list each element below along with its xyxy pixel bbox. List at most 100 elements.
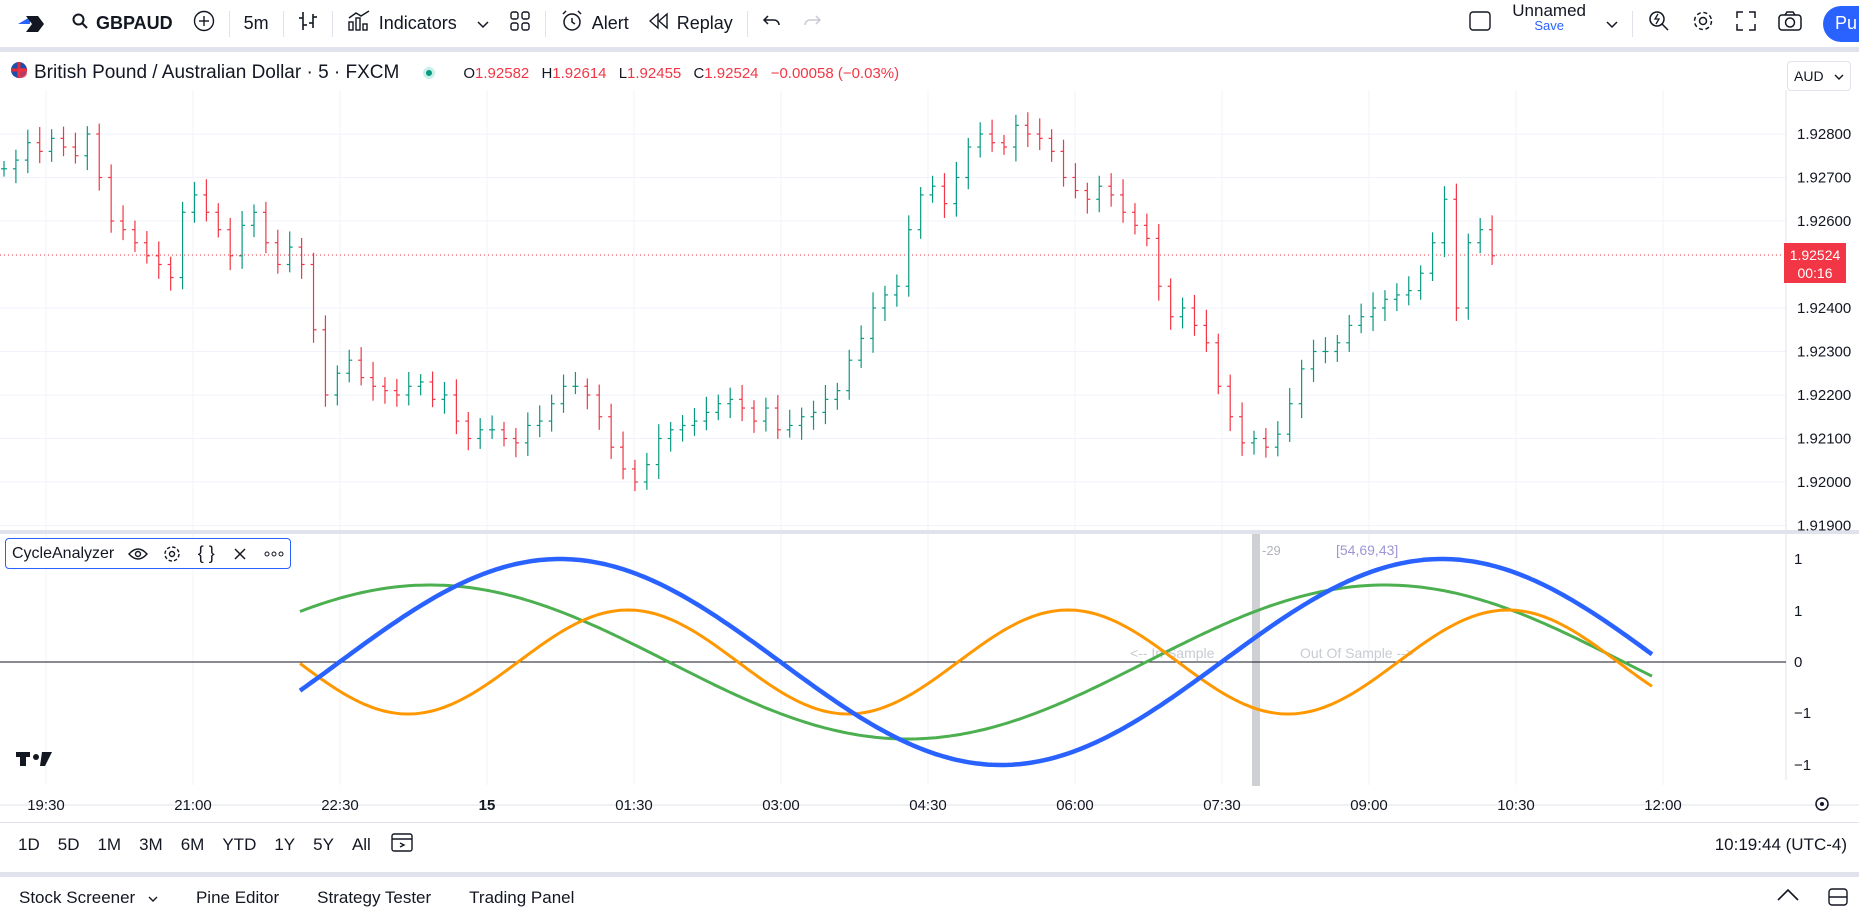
ohlc-bar xyxy=(108,164,115,233)
layout-dropdown[interactable] xyxy=(1596,2,1628,46)
divider xyxy=(544,10,546,37)
bar-countdown: 00:16 xyxy=(1797,265,1832,281)
ohlc-bar xyxy=(643,452,650,490)
ohlc-bar xyxy=(524,412,531,456)
range-button-1m[interactable]: 1M xyxy=(97,834,122,854)
close-label: C xyxy=(693,64,705,82)
ohlc-bar xyxy=(1203,309,1210,352)
chart-canvas[interactable]: 1.92800 1.92700 1.92600 1.92400 1.92300 1.922… xyxy=(0,52,1859,822)
range-button-ytd[interactable]: YTD xyxy=(222,834,257,854)
symbol-title[interactable]: British Pound / Australian Dollar · 5 · … xyxy=(34,62,400,83)
cycle-blue-line xyxy=(298,556,1654,768)
interval-button[interactable]: 5m xyxy=(243,13,269,33)
range-button-5d[interactable]: 5D xyxy=(57,834,80,854)
range-button-3m[interactable]: 3M xyxy=(139,834,163,854)
time-axis[interactable]: 19:30 21:00 22:30 15 01:30 03:00 04:30 06:00 07:… xyxy=(27,797,1682,814)
ohlc-bar xyxy=(262,201,269,254)
indicator-legend[interactable]: CycleAnalyzer { } xyxy=(5,538,292,569)
ohlc-bar xyxy=(1096,175,1103,213)
ohlc-bar xyxy=(846,349,853,400)
indicators-label: Indicators xyxy=(378,13,457,33)
gear-icon[interactable] xyxy=(162,544,182,564)
templates-button[interactable] xyxy=(499,2,541,46)
bars-chart-icon xyxy=(298,10,318,37)
market-status-dot[interactable] xyxy=(423,67,436,79)
publish-button[interactable]: Pu xyxy=(1823,5,1859,42)
save-link[interactable]: Save xyxy=(1534,18,1564,34)
price-tick-label: 1.92600 xyxy=(1797,213,1851,230)
symbol-label: GBPAUD xyxy=(96,13,173,33)
ohlc-bar xyxy=(405,371,412,406)
auto-scale-gear-icon[interactable] xyxy=(1815,797,1829,811)
source-code-icon[interactable]: { } xyxy=(197,543,215,563)
range-button-1y[interactable]: 1Y xyxy=(274,834,296,854)
ohlc-bar xyxy=(620,431,627,480)
high-value: 1.92614 xyxy=(552,64,607,82)
compare-symbol-button[interactable] xyxy=(183,2,225,46)
chevron-down-icon xyxy=(477,13,489,34)
ohlc-bar xyxy=(1167,278,1174,330)
snapshot-button[interactable] xyxy=(1767,2,1813,46)
divider xyxy=(331,10,333,37)
ohlc-bar xyxy=(1489,215,1496,265)
alarm-clock-icon xyxy=(560,9,584,38)
fullscreen-button[interactable] xyxy=(1725,2,1767,46)
ohlc-bar xyxy=(1036,118,1043,151)
ohlc-bar xyxy=(751,400,757,433)
search-icon xyxy=(72,13,88,34)
range-button-6m[interactable]: 6M xyxy=(180,834,205,854)
ohlc-bar xyxy=(24,129,31,174)
ohlc-bar xyxy=(1417,265,1424,300)
settings-button[interactable] xyxy=(1681,2,1725,46)
tab-strategy-tester[interactable]: Strategy Tester xyxy=(317,887,432,907)
ohlc-bar xyxy=(1239,402,1246,456)
price-axis[interactable]: 1.92800 1.92700 1.92600 1.92400 1.92300 1.922… xyxy=(1797,126,1851,535)
chevron-down-icon xyxy=(148,896,158,902)
ohlc-bar xyxy=(60,126,67,157)
maximize-panel-icon[interactable] xyxy=(1827,887,1849,912)
quick-search-button[interactable] xyxy=(1637,2,1681,46)
goto-date-icon[interactable] xyxy=(390,831,414,858)
indicators-dropdown[interactable] xyxy=(467,2,499,46)
tab-stock-screener[interactable]: Stock Screener xyxy=(0,888,177,908)
indicator-axis[interactable]: 1 1 0 −1 −1 xyxy=(1794,551,1811,774)
indicators-button[interactable]: Indicators xyxy=(337,2,467,46)
undo-button[interactable] xyxy=(752,2,792,46)
range-button-5y[interactable]: 5Y xyxy=(313,834,334,854)
eye-icon[interactable] xyxy=(128,544,149,564)
close-icon[interactable] xyxy=(230,544,250,564)
ohlc-bar xyxy=(1465,233,1472,320)
cycle-orange-line xyxy=(299,608,1653,716)
ohlc-bar xyxy=(429,371,436,408)
range-button-1d[interactable]: 1D xyxy=(18,834,40,854)
timezone-clock[interactable]: 10:19:44 (UTC-4) xyxy=(1714,835,1847,854)
chevron-up-icon[interactable] xyxy=(1777,887,1799,912)
price-tick-label: 1.92400 xyxy=(1797,300,1851,317)
indicator-name[interactable]: CycleAnalyzer xyxy=(12,544,115,562)
redo-button[interactable] xyxy=(792,2,832,46)
tradingview-logo-icon[interactable] xyxy=(0,2,62,46)
tab-pine-editor[interactable]: Pine Editor xyxy=(195,887,280,907)
replay-button[interactable]: Replay xyxy=(639,2,743,46)
bottom-panel-tabs: Stock Screener Pine Editor Strategy Test… xyxy=(0,872,1859,918)
time-tick-label: 12:00 xyxy=(1644,797,1682,814)
time-tick-label: 01:30 xyxy=(615,797,653,814)
chart-type-button[interactable] xyxy=(288,2,328,46)
square-icon xyxy=(1468,10,1492,37)
time-tick-label: 03:00 xyxy=(762,797,800,814)
layout-checkbox[interactable] xyxy=(1458,2,1502,46)
fullscreen-icon xyxy=(1735,10,1757,37)
tab-trading-panel[interactable]: Trading Panel xyxy=(469,887,575,907)
ohlc-bar xyxy=(12,149,19,184)
ohlc-bar xyxy=(739,384,746,422)
ohlc-bar xyxy=(691,408,698,436)
ohlc-bar xyxy=(774,395,781,439)
more-icon[interactable] xyxy=(264,544,284,564)
replay-label: Replay xyxy=(676,13,733,33)
currency-select[interactable]: AUD xyxy=(1787,61,1851,91)
layout-name-button[interactable]: Unnamed Save xyxy=(1502,1,1596,46)
symbol-search-button[interactable]: GBPAUD xyxy=(62,2,183,46)
alert-button[interactable]: Alert xyxy=(550,2,639,46)
price-tick-label: 1.92000 xyxy=(1797,474,1851,491)
range-button-all[interactable]: All xyxy=(351,834,371,854)
